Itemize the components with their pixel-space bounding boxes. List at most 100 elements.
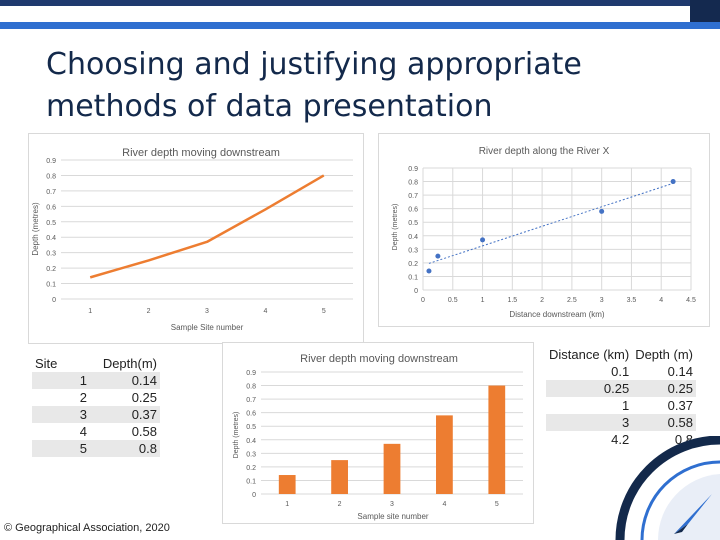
y-tick-label: 0.2 — [246, 465, 256, 472]
y-tick-label: 0.6 — [46, 204, 56, 211]
x-tick-label: 4.5 — [686, 297, 696, 304]
scatter-point — [426, 268, 432, 274]
y-tick-label: 0.4 — [408, 234, 418, 241]
y-tick-label: 0.7 — [408, 193, 418, 200]
y-tick-label: 0.1 — [46, 282, 56, 289]
table-row: 4 0.58 — [32, 423, 160, 440]
top-right-block — [690, 0, 720, 22]
table-row: 5 0.8 — [32, 440, 160, 457]
scatter-point — [480, 237, 486, 243]
y-tick-label: 0.9 — [246, 370, 256, 377]
depth-cell: 0.14 — [667, 364, 693, 379]
table-row: 1 0.14 — [32, 372, 160, 389]
x-tick-label: 2 — [147, 308, 151, 315]
x-tick-label: 1 — [88, 308, 92, 315]
y-tick-label: 0.1 — [408, 274, 418, 281]
distance-column-header: Distance (km) — [546, 346, 633, 363]
x-tick-label: 2 — [338, 501, 342, 508]
y-axis-label: Depth (metres) — [31, 202, 40, 256]
scatter-point — [435, 253, 441, 259]
chart-title: River depth moving downstream — [122, 147, 280, 159]
depth-cell: 0.37 — [90, 406, 160, 423]
x-tick-label: 3 — [205, 308, 209, 315]
table-row: 0.25 0.25 — [546, 380, 696, 397]
x-tick-label: 2 — [540, 297, 544, 304]
x-tick-label: 0 — [421, 297, 425, 304]
site-column-header: Site — [35, 356, 58, 371]
depth-cell: 0.14 — [90, 372, 160, 389]
x-tick-label: 4 — [442, 501, 446, 508]
y-tick-label: 0.4 — [46, 235, 56, 242]
x-tick-label: 1.5 — [507, 297, 517, 304]
site-cell: 5 — [32, 440, 90, 457]
distance-cell: 0.25 — [546, 380, 633, 397]
distance-cell: 3 — [546, 414, 633, 431]
x-tick-label: 1 — [285, 501, 289, 508]
depth-cell: 0.58 — [131, 424, 157, 439]
site-cell: 4 — [79, 424, 87, 439]
compass-decoration-icon — [615, 436, 720, 540]
chart-title: River depth along the River X — [479, 146, 610, 157]
table-row: 0.1 0.14 — [546, 363, 696, 380]
line-chart: River depth moving downstream Depth (met… — [31, 147, 353, 332]
x-tick-label: 3.5 — [627, 297, 637, 304]
y-tick-label: 0.3 — [46, 251, 56, 258]
site-cell: 3 — [32, 406, 90, 423]
top-blue-stripe — [0, 22, 720, 29]
depth-cell: 0.25 — [632, 380, 696, 397]
bar — [436, 415, 453, 494]
scatter-chart-panel: River depth along the River X Depth (met… — [378, 133, 710, 327]
y-tick-label: 0.7 — [246, 397, 256, 404]
distance-cell: 0.1 — [611, 364, 630, 379]
distance-depth-table: Distance (km) Depth (m) 0.1 0.14 0.25 0.… — [546, 346, 696, 448]
y-tick-label: 0.8 — [246, 384, 256, 391]
x-tick-label: 2.5 — [567, 297, 577, 304]
site-depth-table: Site Depth(m) 1 0.14 2 0.25 3 0.37 4 0.5… — [32, 355, 160, 457]
y-tick-label: 0 — [252, 492, 256, 499]
y-tick-label: 0.2 — [46, 266, 56, 273]
y-axis-label: Depth (metres) — [233, 412, 240, 459]
depth-cell: 0.37 — [667, 398, 693, 413]
y-tick-label: 0.6 — [246, 411, 256, 418]
x-tick-label: 3 — [390, 501, 394, 508]
x-axis-label: Sample Site number — [171, 323, 244, 332]
table-row: 3 0.37 — [32, 406, 160, 423]
x-tick-label: 1 — [481, 297, 485, 304]
trendline — [428, 182, 674, 264]
bar — [278, 475, 296, 494]
bar — [488, 385, 506, 494]
x-tick-label: 0.5 — [448, 297, 458, 304]
y-tick-label: 0.1 — [246, 478, 256, 485]
x-axis-label: Distance downstream (km) — [509, 310, 604, 319]
y-tick-label: 0.9 — [408, 166, 418, 173]
scatter-chart: River depth along the River X Depth (met… — [392, 146, 696, 319]
y-tick-label: 0.9 — [46, 158, 56, 165]
distance-cell: 1 — [621, 398, 630, 413]
table-header-row: Distance (km) Depth (m) — [546, 346, 696, 363]
line-chart-panel: River depth moving downstream Depth (met… — [28, 133, 364, 344]
y-tick-label: 0.5 — [246, 424, 256, 431]
x-tick-label: 5 — [322, 308, 326, 315]
depth-cell: 0.58 — [632, 414, 696, 431]
y-tick-label: 0.2 — [408, 261, 418, 268]
scatter-point — [670, 179, 676, 185]
y-axis-label: Depth (metres) — [392, 204, 399, 251]
table-header-row: Site Depth(m) — [32, 355, 160, 372]
site-cell: 1 — [32, 372, 90, 389]
top-dark-stripe — [0, 0, 720, 6]
y-tick-label: 0.8 — [46, 173, 56, 180]
table-row: 1 0.37 — [546, 397, 696, 414]
chart-title: River depth moving downstream — [300, 353, 458, 365]
y-tick-label: 0.8 — [408, 180, 418, 187]
x-axis-label: Sample site number — [357, 512, 428, 521]
depth-cell: 0.25 — [131, 390, 157, 405]
y-tick-label: 0.3 — [246, 451, 256, 458]
table-row: 3 0.58 — [546, 414, 696, 431]
x-tick-label: 5 — [495, 501, 499, 508]
scatter-point — [599, 208, 605, 214]
bar-chart-panel: River depth moving downstream Depth (met… — [222, 342, 534, 524]
site-cell: 2 — [79, 390, 87, 405]
bar-chart: River depth moving downstream Depth (met… — [233, 353, 523, 521]
copyright-footer: © Geographical Association, 2020 — [4, 522, 170, 534]
y-tick-label: 0.5 — [46, 220, 56, 227]
